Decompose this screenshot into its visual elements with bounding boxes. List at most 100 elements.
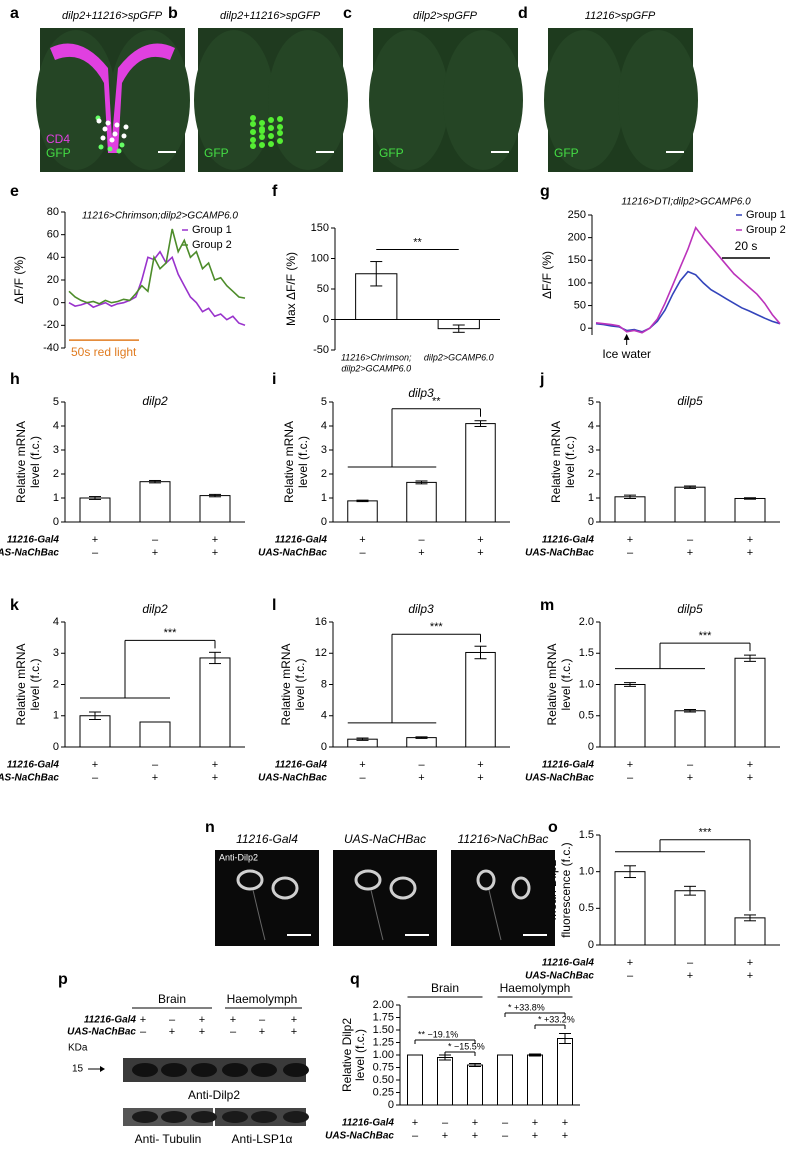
genotype-sign: +: [747, 759, 753, 771]
genotype-sign: –: [359, 772, 366, 784]
bar: [467, 1064, 483, 1106]
cell-cluster: [511, 876, 531, 900]
genotype-name: 11216-Gal4: [342, 1118, 395, 1129]
y-tick-label: 1.25: [373, 1036, 394, 1048]
bar: [614, 496, 646, 523]
y-tick-label: 100: [568, 277, 586, 289]
x-tick-label: 11216>Chrimson;: [341, 352, 412, 362]
genotype-name: 11216-Gal4: [7, 760, 60, 771]
chart-title: dilp3: [408, 602, 434, 616]
gfp-dot: [121, 133, 127, 139]
bar: [734, 497, 766, 523]
gfp-dot: [119, 142, 125, 148]
cell-cluster: [476, 869, 496, 891]
genotype-sign: +: [259, 1026, 265, 1038]
cell-cluster: [389, 876, 417, 900]
error-bar: [624, 682, 636, 687]
genotype-sign: –: [152, 534, 159, 546]
error-bar: [624, 494, 636, 499]
y-tick-label: 0.75: [373, 1061, 394, 1073]
genotype-sign: –: [627, 772, 634, 784]
y-tick-label: 12: [315, 647, 327, 659]
blot-band: [161, 1063, 187, 1077]
error-bar: [559, 1033, 571, 1044]
genotype-sign: –: [169, 1014, 176, 1026]
chart-title: dilp5: [677, 602, 703, 616]
annotation: 50s red light: [71, 345, 137, 359]
genotype-sign: +: [92, 534, 98, 546]
y-tick-label: 60: [47, 229, 59, 241]
gfp-dot: [277, 124, 283, 130]
y-axis-label: Relative mRNA: [549, 421, 563, 503]
y-tick-label: 0: [580, 322, 586, 334]
bar: [674, 710, 706, 748]
y-axis-label: Relative mRNA: [545, 643, 559, 725]
panel-label: k: [10, 597, 19, 614]
image-title: dilp2>spGFP: [413, 10, 478, 22]
y-axis-label: level (f.c.): [563, 436, 577, 488]
genotype-name: 11216-Gal4: [542, 760, 595, 771]
y-tick-label: 3: [321, 444, 327, 456]
genotype-sign: +: [687, 547, 693, 559]
genotype-sign: +: [627, 534, 633, 546]
marker-label: 15: [72, 1064, 84, 1075]
y-tick-label: 0: [323, 313, 329, 325]
bar: [406, 737, 437, 748]
error-bar: [529, 1053, 541, 1057]
bar: [614, 684, 646, 748]
error-bar: [474, 420, 487, 427]
arrow-head: [623, 333, 630, 340]
y-tick-label: 1: [53, 492, 59, 504]
y-tick-label: 0: [53, 516, 59, 528]
micrograph: [451, 850, 555, 946]
panel-label: i: [272, 371, 276, 388]
genotype-sign: +: [472, 1117, 478, 1129]
y-axis-label: level (f.c.): [293, 658, 307, 710]
error-bar: [370, 261, 383, 287]
blot-band: [132, 1063, 158, 1077]
y-axis-label: level (f.c.): [28, 658, 42, 710]
genotype-sign: +: [169, 1026, 175, 1038]
y-tick-label: 80: [47, 206, 59, 218]
gfp-dot: [123, 124, 129, 130]
error-bar: [356, 499, 369, 503]
genotype-sign: +: [477, 772, 483, 784]
genotype-sign: +: [477, 759, 483, 771]
genotype-sign: +: [412, 1117, 418, 1129]
panel-label: j: [539, 371, 544, 388]
genotype-sign: –: [140, 1026, 147, 1038]
image-title: 11216-Gal4: [236, 832, 298, 846]
blot-band: [251, 1111, 277, 1123]
y-axis-label: Relative mRNA: [282, 421, 296, 503]
cell-cluster: [354, 869, 382, 891]
panel-label: o: [548, 819, 558, 836]
channel-label: GFP: [46, 146, 71, 160]
chart-title: dilp5: [677, 394, 703, 408]
genotype-sign: +: [359, 759, 365, 771]
gfp-dot: [105, 120, 111, 126]
significance: ***: [699, 827, 713, 839]
y-axis-label: ΔF/F (%): [12, 256, 26, 304]
channel-label: GFP: [204, 146, 229, 160]
panel-label: d: [518, 5, 528, 22]
x-tick-label: dilp2>GCAMP6.0: [341, 363, 411, 373]
genotype-sign: +: [687, 772, 693, 784]
y-tick-label: 1: [321, 492, 327, 504]
gfp-dot: [250, 143, 256, 149]
image-title: dilp2+11216>spGFP: [62, 10, 163, 22]
genotype-sign: –: [92, 547, 99, 559]
channel-label: CD4: [46, 132, 70, 146]
brain-lobe: [544, 30, 624, 170]
cell-cluster: [236, 869, 264, 891]
significance: ***: [430, 621, 444, 633]
y-tick-label: 50: [317, 283, 329, 295]
significance: **: [432, 396, 441, 408]
genotype-sign: +: [747, 970, 753, 982]
genotype-sign: –: [687, 957, 694, 969]
stain-label: Anti-Dilp2: [219, 852, 258, 862]
genotype-sign: +: [747, 547, 753, 559]
y-tick-label: 2: [588, 468, 594, 480]
blot-label: Anti-Dilp2: [188, 1088, 240, 1102]
error-bar: [452, 324, 465, 333]
blot-band: [222, 1063, 248, 1077]
